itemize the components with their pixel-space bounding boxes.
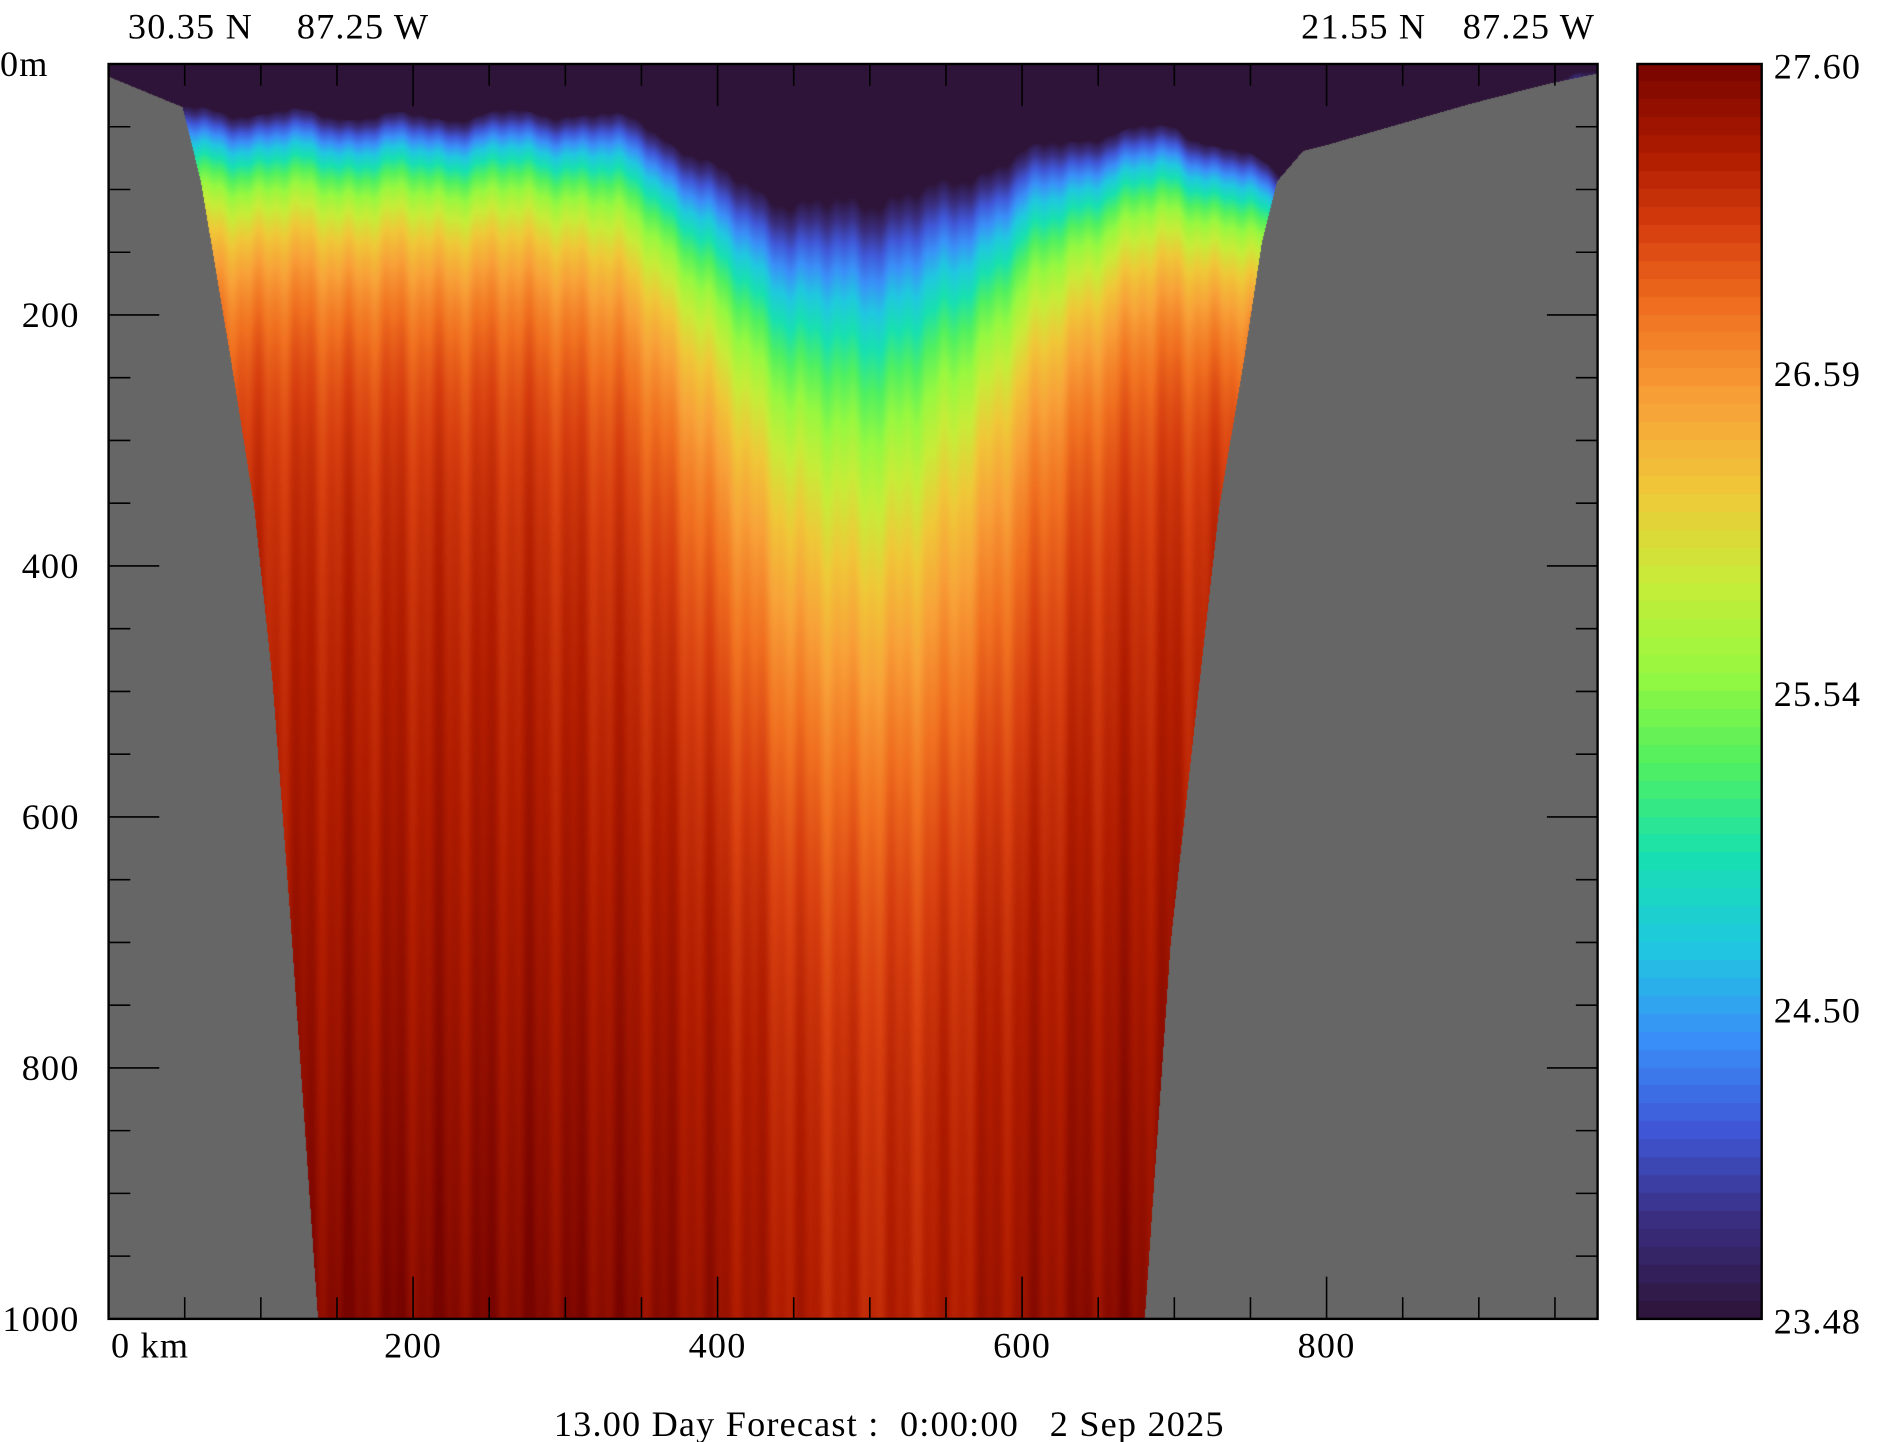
colorbar-frame bbox=[1636, 62, 1763, 1321]
y-tick-label: 1000 bbox=[2, 1299, 79, 1339]
x-tick-label: 800 bbox=[1298, 1325, 1356, 1365]
colorbar-tick-labels: 27.60 26.59 25.54 24.50 23.48 bbox=[1774, 46, 1861, 1341]
y-tick-label: 600 bbox=[22, 797, 80, 837]
y-tick-label: 800 bbox=[22, 1048, 80, 1088]
colorbar-tick-label: 26.59 bbox=[1774, 354, 1861, 394]
colorbar-tick-label: 27.60 bbox=[1774, 46, 1861, 86]
x-tick-label: 0 km bbox=[111, 1325, 189, 1365]
x-tick-label: 400 bbox=[689, 1325, 747, 1365]
x-tick-label: 200 bbox=[384, 1325, 442, 1365]
end-longitude-label: 87.25 W bbox=[1463, 7, 1595, 47]
end-latitude-label: 21.55 N bbox=[1301, 7, 1426, 47]
x-tick-labels: 0 km 200 400 600 800 bbox=[111, 1325, 1356, 1365]
colorbar-tick-label: 24.50 bbox=[1774, 991, 1861, 1031]
colorbar-tick-label: 25.54 bbox=[1774, 674, 1861, 714]
y-tick-label: 200 bbox=[22, 295, 80, 335]
chart-title: 13.00 Day Forecast : 0:00:00 2 Sep 2025 bbox=[554, 1404, 1225, 1442]
temperature-section-heatmap bbox=[109, 64, 1598, 1319]
y-tick-labels: 0m 200 400 600 800 1000 bbox=[0, 44, 80, 1339]
colorbar-tick-label: 23.48 bbox=[1774, 1301, 1861, 1341]
y-tick-label: 0m bbox=[0, 44, 49, 84]
x-tick-label: 600 bbox=[993, 1325, 1051, 1365]
start-longitude-label: 87.25 W bbox=[297, 7, 429, 47]
axis-ticks bbox=[108, 63, 1598, 1319]
start-latitude-label: 30.35 N bbox=[128, 7, 253, 47]
plot-frame bbox=[107, 62, 1599, 1321]
y-tick-label: 400 bbox=[22, 546, 80, 586]
colorbar-gradient bbox=[1637, 64, 1761, 1319]
